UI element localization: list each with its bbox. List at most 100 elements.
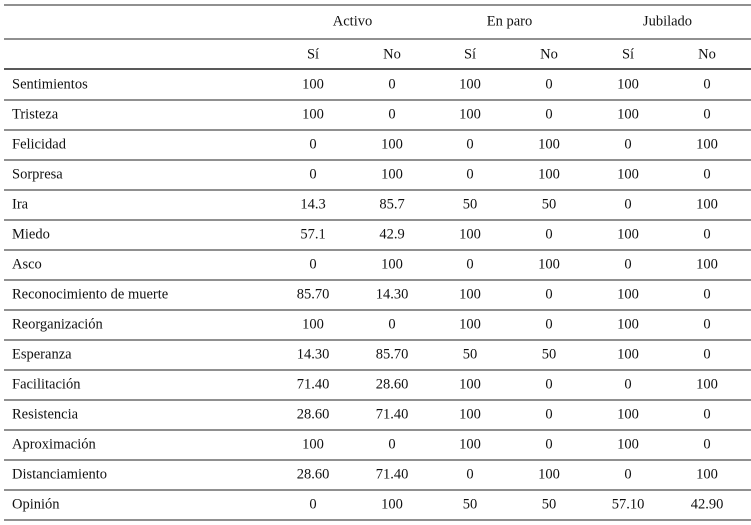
- cell: 0: [309, 256, 316, 272]
- cell: 100: [459, 376, 481, 392]
- cell: 14.3: [300, 196, 325, 212]
- cell: 100: [538, 256, 560, 272]
- cell: 0: [703, 286, 710, 302]
- sub-header: No: [383, 46, 401, 62]
- cell: 0: [703, 106, 710, 122]
- cell: 0: [545, 76, 552, 92]
- cell: 71.40: [376, 466, 409, 482]
- cell: 0: [545, 226, 552, 242]
- cell: 14.30: [297, 346, 330, 362]
- cell: 100: [459, 436, 481, 452]
- cell: 100: [459, 226, 481, 242]
- cell: 0: [388, 76, 395, 92]
- cell: 0: [309, 166, 316, 182]
- cell: 0: [624, 256, 631, 272]
- row-label: Reorganización: [12, 316, 103, 332]
- sub-header: Sí: [622, 46, 634, 62]
- cell: 0: [466, 256, 473, 272]
- cell: 0: [703, 406, 710, 422]
- cell: 100: [696, 136, 718, 152]
- cell: 0: [388, 106, 395, 122]
- row-label: Resistencia: [12, 406, 79, 422]
- sub-header: No: [698, 46, 716, 62]
- cell: 100: [696, 376, 718, 392]
- cell: 100: [381, 166, 403, 182]
- cell: 0: [703, 226, 710, 242]
- cell: 42.90: [691, 496, 724, 512]
- cell: 85.7: [379, 196, 404, 212]
- cell: 0: [703, 76, 710, 92]
- row-label: Sorpresa: [12, 166, 63, 182]
- row-label: Distanciamiento: [12, 466, 107, 482]
- cell: 0: [703, 436, 710, 452]
- cell: 100: [381, 136, 403, 152]
- cell: 0: [388, 316, 395, 332]
- row-label: Ira: [12, 196, 29, 212]
- cell: 50: [463, 496, 478, 512]
- cell: 100: [381, 496, 403, 512]
- cell: 100: [538, 166, 560, 182]
- cell: 100: [538, 136, 560, 152]
- cell: 0: [466, 136, 473, 152]
- sub-header: Sí: [464, 46, 476, 62]
- cell: 85.70: [376, 346, 409, 362]
- cell: 0: [388, 436, 395, 452]
- cell: 100: [459, 316, 481, 332]
- cell: 100: [302, 316, 324, 332]
- group-header: Activo: [333, 13, 372, 29]
- row-label: Opinión: [12, 496, 60, 512]
- cell: 28.60: [297, 406, 330, 422]
- cell: 50: [542, 196, 557, 212]
- cell: 100: [302, 436, 324, 452]
- cell: 100: [696, 196, 718, 212]
- row-label: Esperanza: [12, 346, 72, 362]
- cell: 0: [624, 136, 631, 152]
- cell: 71.40: [297, 376, 330, 392]
- cell: 0: [624, 376, 631, 392]
- cell: 100: [459, 286, 481, 302]
- cell: 0: [545, 436, 552, 452]
- cell: 100: [617, 76, 639, 92]
- cell: 100: [617, 226, 639, 242]
- cell: 100: [459, 406, 481, 422]
- cell: 50: [542, 496, 557, 512]
- cell: 0: [466, 166, 473, 182]
- cell: 100: [696, 466, 718, 482]
- cell: 0: [624, 466, 631, 482]
- cell: 14.30: [376, 286, 409, 302]
- row-label: Aproximación: [12, 436, 97, 452]
- cell: 0: [545, 286, 552, 302]
- cell: 100: [302, 106, 324, 122]
- cell: 100: [459, 106, 481, 122]
- cell: 50: [463, 196, 478, 212]
- cell: 100: [617, 316, 639, 332]
- cell: 0: [703, 316, 710, 332]
- sub-header: Sí: [307, 46, 319, 62]
- group-header: Jubilado: [643, 13, 692, 29]
- cell: 0: [309, 136, 316, 152]
- cell: 50: [463, 346, 478, 362]
- cell: 0: [545, 376, 552, 392]
- cell: 0: [309, 496, 316, 512]
- cell: 100: [459, 76, 481, 92]
- cell: 100: [538, 466, 560, 482]
- row-label: Facilitación: [12, 376, 81, 392]
- cell: 50: [542, 346, 557, 362]
- cell: 0: [545, 106, 552, 122]
- cell: 0: [545, 316, 552, 332]
- row-label: Felicidad: [12, 136, 67, 152]
- sub-header: No: [540, 46, 558, 62]
- cell: 100: [617, 346, 639, 362]
- cell: 28.60: [297, 466, 330, 482]
- row-label: Miedo: [12, 226, 50, 242]
- row-label: Sentimientos: [12, 76, 88, 92]
- cell: 100: [617, 406, 639, 422]
- cell: 100: [617, 436, 639, 452]
- cell: 100: [617, 286, 639, 302]
- cell: 28.60: [376, 376, 409, 392]
- cell: 0: [703, 346, 710, 362]
- cell: 57.10: [612, 496, 645, 512]
- cell: 71.40: [376, 406, 409, 422]
- cell: 100: [381, 256, 403, 272]
